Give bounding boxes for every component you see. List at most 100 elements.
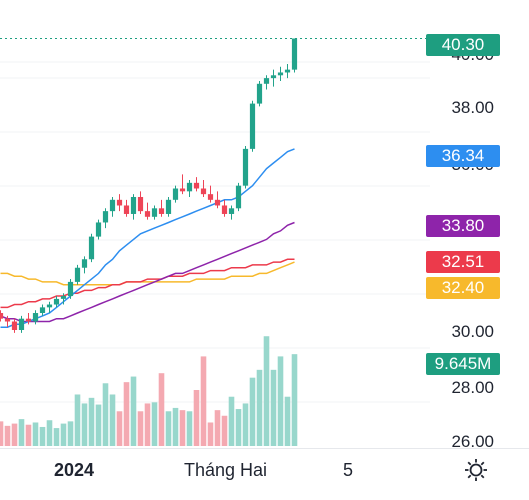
volume-bar — [39, 426, 46, 446]
settings-gear-icon[interactable] — [462, 456, 490, 484]
candle-body — [235, 185, 242, 209]
volume-bar — [214, 410, 221, 446]
last-price-tag: 40.30 — [426, 34, 500, 56]
candle-body — [116, 199, 123, 206]
volume-bar — [130, 376, 137, 446]
candle-body — [60, 296, 67, 299]
candlesticks — [0, 38, 298, 333]
candle-body — [144, 211, 151, 217]
volume-bar — [53, 428, 60, 446]
ma-red-tag: 32.51 — [426, 251, 500, 273]
candle-body — [270, 75, 277, 79]
volume-bar — [249, 377, 256, 446]
time-axis — [0, 448, 529, 500]
candle-body — [172, 188, 179, 200]
candle-body — [95, 222, 102, 237]
candle-body — [46, 304, 53, 308]
volume-bar — [116, 411, 123, 446]
volume-bar — [284, 396, 291, 446]
candle-body — [39, 307, 46, 314]
volume-bar — [242, 403, 249, 446]
volume-bars — [0, 336, 298, 446]
candle-body — [256, 83, 263, 104]
price-label-28: 28.00 — [451, 378, 494, 397]
moving-average-lines — [0, 148, 295, 328]
volume-bar — [228, 396, 235, 446]
candle-body — [214, 199, 221, 206]
candle-body — [284, 69, 291, 73]
ma-purple-tag: 33.80 — [426, 215, 500, 237]
volume-bar — [0, 421, 4, 446]
volume-bar — [18, 419, 25, 446]
volume-bar — [11, 423, 18, 446]
candle-body — [0, 313, 4, 319]
volume-bar — [109, 394, 116, 446]
candle-body — [109, 199, 116, 212]
time-label-month: Tháng Hai — [184, 460, 268, 480]
volume-bar — [263, 336, 270, 446]
candle-body — [200, 188, 207, 195]
volume-bar — [291, 354, 298, 446]
candle-body — [179, 188, 186, 192]
time-label-day: 5 — [343, 460, 354, 480]
candle-body — [32, 313, 39, 322]
volume-bar — [102, 383, 109, 446]
volume-bar — [207, 422, 214, 446]
ma-blue-tag: 36.34 — [426, 145, 500, 167]
candle-body — [74, 267, 81, 282]
ma-blue-line — [0, 148, 295, 328]
volume-bar — [186, 411, 193, 446]
price-label-30: 30.00 — [451, 322, 494, 341]
volume-bar — [95, 404, 102, 446]
volume-bar — [277, 356, 284, 446]
volume-bar — [256, 369, 263, 446]
volume-bar — [46, 420, 53, 446]
candle-body — [249, 103, 256, 149]
candle-body — [263, 78, 270, 84]
candle-body — [242, 148, 249, 186]
candle-body — [151, 208, 158, 217]
candle-body — [165, 199, 172, 214]
candle-body — [81, 259, 88, 268]
volume-bar — [179, 410, 186, 446]
grid — [0, 61, 430, 403]
volume-bar — [235, 409, 242, 446]
volume-bar — [200, 356, 207, 446]
volume-bar — [60, 423, 67, 446]
candle-body — [18, 318, 25, 330]
volume-bar — [193, 390, 200, 446]
volume-bar — [221, 415, 228, 446]
volume-bar — [165, 411, 172, 446]
volume-bar — [172, 407, 179, 446]
volume-bar — [81, 403, 88, 446]
candle-body — [193, 182, 200, 189]
candle-body — [130, 196, 137, 214]
candle-body — [207, 194, 214, 200]
candle-body — [25, 318, 32, 322]
volume-bar — [88, 397, 95, 446]
candle-body — [123, 205, 130, 214]
volume-bar — [137, 411, 144, 446]
volume-bar — [270, 369, 277, 446]
candle-body — [221, 205, 228, 214]
ma-red-line — [0, 258, 295, 309]
candle-body — [291, 38, 298, 70]
candle-body — [228, 208, 235, 214]
candle-body — [186, 182, 193, 192]
ma-purple-line — [0, 221, 295, 323]
candle-body — [158, 208, 165, 214]
volume-bar — [67, 421, 74, 446]
ma-orange-tag: 32.40 — [426, 277, 500, 299]
volume-bar — [25, 424, 32, 446]
price-label-38: 38.00 — [451, 98, 494, 117]
candle-body — [137, 196, 144, 212]
candle-body — [277, 72, 284, 76]
candle-body — [11, 321, 18, 330]
volume-bar — [123, 382, 130, 446]
volume-bar — [4, 425, 11, 446]
volume-bar — [151, 402, 158, 446]
volume-bar — [158, 373, 165, 446]
price-label-26: 26.00 — [451, 432, 494, 451]
time-label-year: 2024 — [54, 460, 95, 480]
